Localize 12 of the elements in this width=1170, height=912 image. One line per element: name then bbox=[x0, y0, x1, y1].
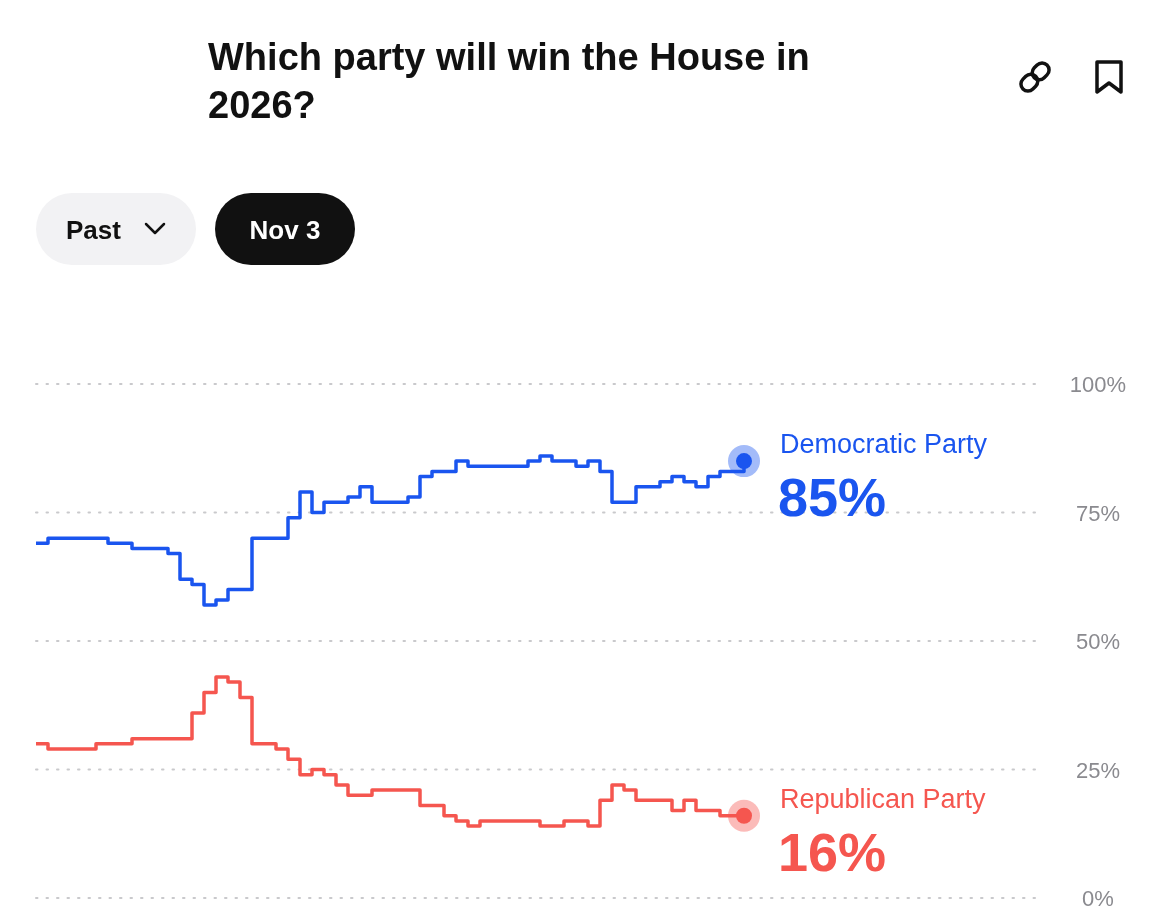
series-label: Democratic Party bbox=[780, 429, 988, 460]
y-tick-label: 100% bbox=[1069, 372, 1127, 397]
text: Nov 3 bbox=[249, 215, 321, 245]
data-label: 16% bbox=[778, 821, 887, 882]
series-label: Republican Party bbox=[780, 783, 987, 814]
y-tick-label: 25% bbox=[1075, 757, 1121, 783]
data-label: 85% bbox=[778, 467, 887, 528]
chart-title: Which party will win the House in 2026? bbox=[208, 36, 810, 126]
text: Past bbox=[66, 215, 122, 245]
y-tick-label: 75% bbox=[1075, 500, 1121, 526]
y-tick-label: 50% bbox=[1075, 629, 1121, 654]
y-tick-label: 0% bbox=[1082, 886, 1114, 911]
